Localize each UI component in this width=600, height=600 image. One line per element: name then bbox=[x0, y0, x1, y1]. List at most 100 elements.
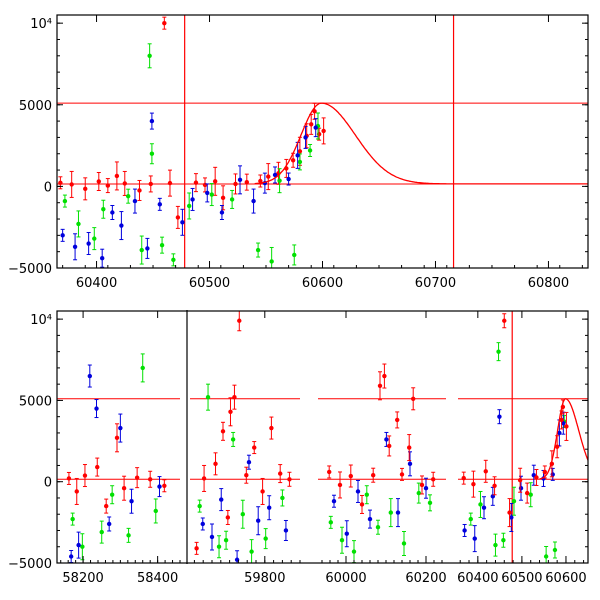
green-series-point bbox=[139, 247, 144, 253]
green-series-point bbox=[401, 541, 407, 546]
bottom-segment-3 bbox=[458, 311, 588, 563]
x-tick-label: 58200 bbox=[62, 571, 103, 586]
red-series-point bbox=[312, 109, 317, 114]
blue-series-point bbox=[60, 233, 65, 238]
red-series-point bbox=[266, 174, 271, 179]
green-series-point bbox=[468, 516, 473, 522]
green-series-point bbox=[351, 549, 357, 554]
green-series-point bbox=[99, 529, 104, 535]
green-series-point bbox=[140, 365, 145, 371]
red-series-point bbox=[382, 373, 387, 379]
blue-series-point bbox=[481, 505, 487, 510]
green-series-point bbox=[493, 542, 498, 548]
red-series-point bbox=[483, 469, 488, 474]
red-series-point bbox=[162, 483, 167, 488]
blue-series-point bbox=[367, 516, 373, 522]
green-series-point bbox=[552, 547, 558, 553]
red-series-point bbox=[66, 476, 72, 481]
red-series-point bbox=[321, 128, 326, 134]
green-series-point bbox=[153, 508, 158, 514]
top-plot-area bbox=[57, 15, 588, 268]
red-series-point bbox=[278, 471, 283, 476]
red-series-point bbox=[407, 445, 412, 450]
green-series-point bbox=[186, 203, 192, 209]
red-series-point bbox=[411, 396, 416, 401]
green-series-point bbox=[280, 495, 285, 501]
bottom-panel: 58200 58400 59800 60000 60200 60400 60500 60600… bbox=[8, 310, 589, 586]
blue-series-point bbox=[129, 499, 134, 504]
blue-series-point bbox=[106, 521, 112, 527]
red-series-point bbox=[258, 178, 263, 184]
red-series-point bbox=[82, 473, 88, 478]
green-series-point bbox=[159, 242, 165, 248]
x-tick-label: 60000 bbox=[325, 571, 366, 586]
green-series-point bbox=[109, 492, 115, 497]
green-series-point bbox=[543, 554, 549, 559]
green-series-point bbox=[496, 349, 501, 354]
y-tick-label: 10⁴ bbox=[30, 313, 52, 328]
red-series-point bbox=[244, 179, 250, 185]
blue-series-point bbox=[295, 153, 300, 158]
red-series-point bbox=[309, 122, 314, 127]
x-tick-label: 60200 bbox=[405, 571, 446, 586]
blue-series-point bbox=[86, 241, 91, 246]
blue-series-point bbox=[557, 430, 562, 436]
green-series-point bbox=[277, 178, 282, 183]
blue-series-point bbox=[119, 223, 124, 228]
red-series-point bbox=[233, 181, 238, 187]
red-series-point bbox=[74, 489, 79, 494]
blue-series-point bbox=[518, 486, 524, 491]
blue-series-point bbox=[87, 373, 93, 379]
top-panel: −5000 0 5000 10⁴ 60400 60500 60600 60700 60800 bbox=[8, 14, 589, 291]
bottom-segment-0 bbox=[57, 353, 180, 563]
blue-series-point bbox=[72, 244, 78, 249]
red-series-point bbox=[137, 188, 142, 193]
green-series-point bbox=[125, 193, 131, 199]
blue-series-point bbox=[303, 135, 308, 140]
x-tick-label: 60500 bbox=[189, 276, 230, 291]
red-series-point bbox=[58, 180, 63, 185]
red-series-point bbox=[193, 180, 199, 185]
bottom-frame bbox=[56, 310, 589, 564]
green-series-point bbox=[511, 499, 517, 504]
blue-series-point bbox=[267, 505, 272, 510]
red-series-point bbox=[517, 478, 523, 483]
red-series-point bbox=[564, 424, 569, 429]
y-tick-label: 10⁴ bbox=[30, 17, 52, 32]
red-series-point bbox=[287, 477, 292, 482]
blue-series-point bbox=[132, 198, 138, 204]
green-series-point bbox=[149, 151, 155, 156]
blue-series-point bbox=[190, 197, 195, 202]
blue-series-point bbox=[286, 176, 291, 182]
green-series-point bbox=[76, 221, 81, 227]
red-series-point bbox=[260, 489, 265, 494]
red-series-point bbox=[492, 483, 497, 488]
x-tick-label: 60500 bbox=[501, 571, 542, 586]
top-frame bbox=[56, 14, 589, 269]
green-series-point bbox=[292, 252, 297, 258]
green-series-point bbox=[307, 148, 313, 153]
green-series-point bbox=[205, 394, 211, 400]
blue-series-point bbox=[219, 210, 225, 215]
blue-series-point bbox=[99, 256, 105, 261]
green-series-point bbox=[147, 53, 152, 59]
model-curve bbox=[539, 398, 588, 480]
red-series-point bbox=[202, 182, 208, 188]
blue-series-point bbox=[94, 406, 99, 411]
red-series-point bbox=[134, 475, 140, 480]
red-series-point bbox=[542, 469, 548, 475]
blue-series-point bbox=[462, 528, 467, 533]
red-series-point bbox=[431, 477, 436, 482]
blue-series-point bbox=[205, 190, 210, 196]
green-series-point bbox=[240, 512, 245, 517]
green-series-point bbox=[339, 538, 345, 543]
green-series-point bbox=[427, 500, 433, 506]
red-series-point bbox=[95, 464, 100, 470]
green-series-point bbox=[255, 247, 261, 253]
red-series-point bbox=[175, 215, 181, 220]
red-series-point bbox=[220, 429, 226, 434]
red-series-point bbox=[162, 20, 167, 26]
green-series-point bbox=[416, 490, 421, 496]
blue-series-point bbox=[509, 515, 514, 520]
blue-series-point bbox=[550, 472, 555, 477]
